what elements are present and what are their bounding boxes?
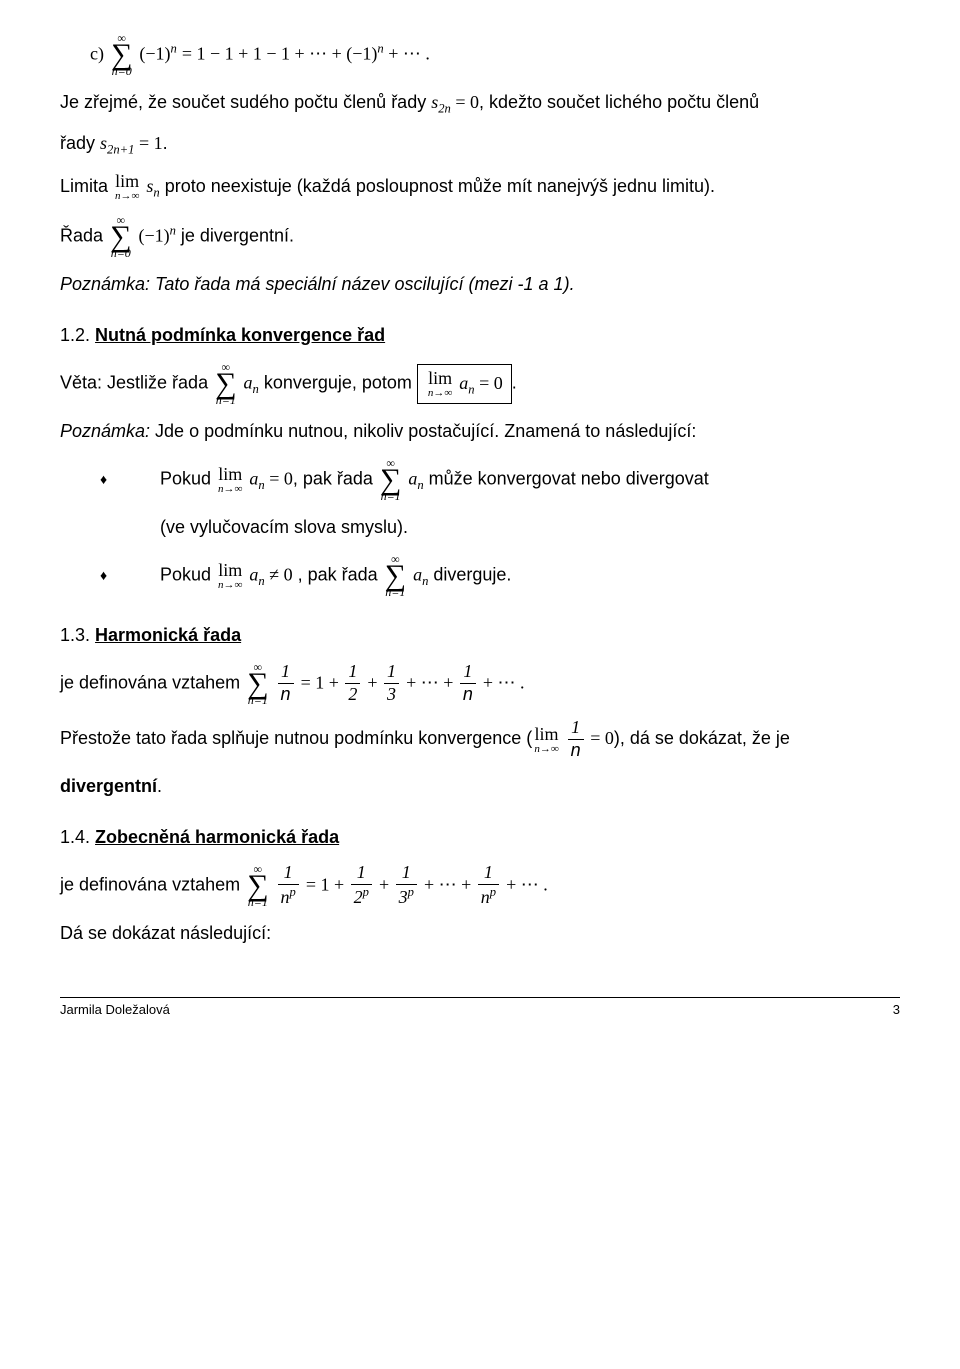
item-c-label: c) bbox=[90, 43, 104, 63]
heading-1-2: 1.2. Nutná podmínka konvergence řad bbox=[60, 322, 900, 349]
lim-icon: lim n→∞ bbox=[534, 725, 558, 755]
gen-harmonic-def: je definována vztahem ∞ ∑ n=1 1 np = 1 +… bbox=[60, 863, 900, 908]
sum-icon: ∞ ∑ n=0 bbox=[111, 32, 132, 77]
lim-icon: lim n→∞ bbox=[115, 172, 139, 202]
lim-icon: lim n→∞ bbox=[218, 465, 242, 495]
sum-icon: ∞ ∑ n=1 bbox=[380, 457, 401, 502]
para-even-odd: Je zřejmé, že součet sudého počtu členů … bbox=[60, 89, 900, 118]
sum-icon: ∞ ∑ n=1 bbox=[247, 863, 268, 908]
bullet-2: ♦ Pokud lim n→∞ an ≠ 0 , pak řada ∞ ∑ n=… bbox=[100, 553, 900, 598]
diamond-icon: ♦ bbox=[100, 565, 160, 586]
note-oscillating: Poznámka: Tato řada má speciální název o… bbox=[60, 271, 900, 298]
item-c: c) ∞ ∑ n=0 (−1)n = 1 − 1 + 1 − 1 + ⋯ + (… bbox=[90, 32, 900, 77]
sum-icon: ∞ ∑ n=1 bbox=[247, 661, 268, 706]
para-limit: Limita lim n→∞ sn proto neexistuje (každ… bbox=[60, 172, 900, 202]
sum-icon: ∞ ∑ n=1 bbox=[385, 553, 406, 598]
bullet-1-cont: (ve vylučovacím slova smyslu). bbox=[160, 514, 900, 541]
heading-1-3: 1.3. Harmonická řada bbox=[60, 622, 900, 649]
harmonic-div: Přestože tato řada splňuje nutnou podmín… bbox=[60, 718, 900, 761]
lim-icon: lim n→∞ bbox=[218, 561, 242, 591]
para-even-odd-2: řady s2n+1 = 1. bbox=[60, 130, 900, 159]
footer-page: 3 bbox=[893, 1000, 900, 1020]
harmonic-def: je definována vztahem ∞ ∑ n=1 1 n = 1 + … bbox=[60, 661, 900, 706]
lim-icon: lim n→∞ bbox=[428, 369, 452, 399]
note-necessary: Poznámka: Jde o podmínku nutnou, nikoliv… bbox=[60, 418, 900, 445]
para-divergent: Řada ∞ ∑ n=0 (−1)n je divergentní. bbox=[60, 214, 900, 259]
page: c) ∞ ∑ n=0 (−1)n = 1 − 1 + 1 − 1 + ⋯ + (… bbox=[0, 0, 960, 1039]
bullet-1: ♦ Pokud lim n→∞ an = 0, pak řada ∞ ∑ n=1… bbox=[100, 457, 900, 502]
sum-icon: ∞ ∑ n=1 bbox=[215, 361, 236, 406]
last-line: Dá se dokázat následující: bbox=[60, 920, 900, 947]
harmonic-div-2: divergentní. bbox=[60, 773, 900, 800]
footer: Jarmila Doležalová 3 bbox=[60, 997, 900, 1020]
boxed-limit: lim n→∞ an = 0 bbox=[417, 364, 512, 404]
footer-author: Jarmila Doležalová bbox=[60, 1000, 170, 1020]
heading-1-4: 1.4. Zobecněná harmonická řada bbox=[60, 824, 900, 851]
sum-icon: ∞ ∑ n=0 bbox=[110, 214, 131, 259]
diamond-icon: ♦ bbox=[100, 469, 160, 490]
theorem: Věta: Jestliže řada ∞ ∑ n=1 an konverguj… bbox=[60, 361, 900, 406]
fraction: 1 n bbox=[278, 662, 294, 705]
